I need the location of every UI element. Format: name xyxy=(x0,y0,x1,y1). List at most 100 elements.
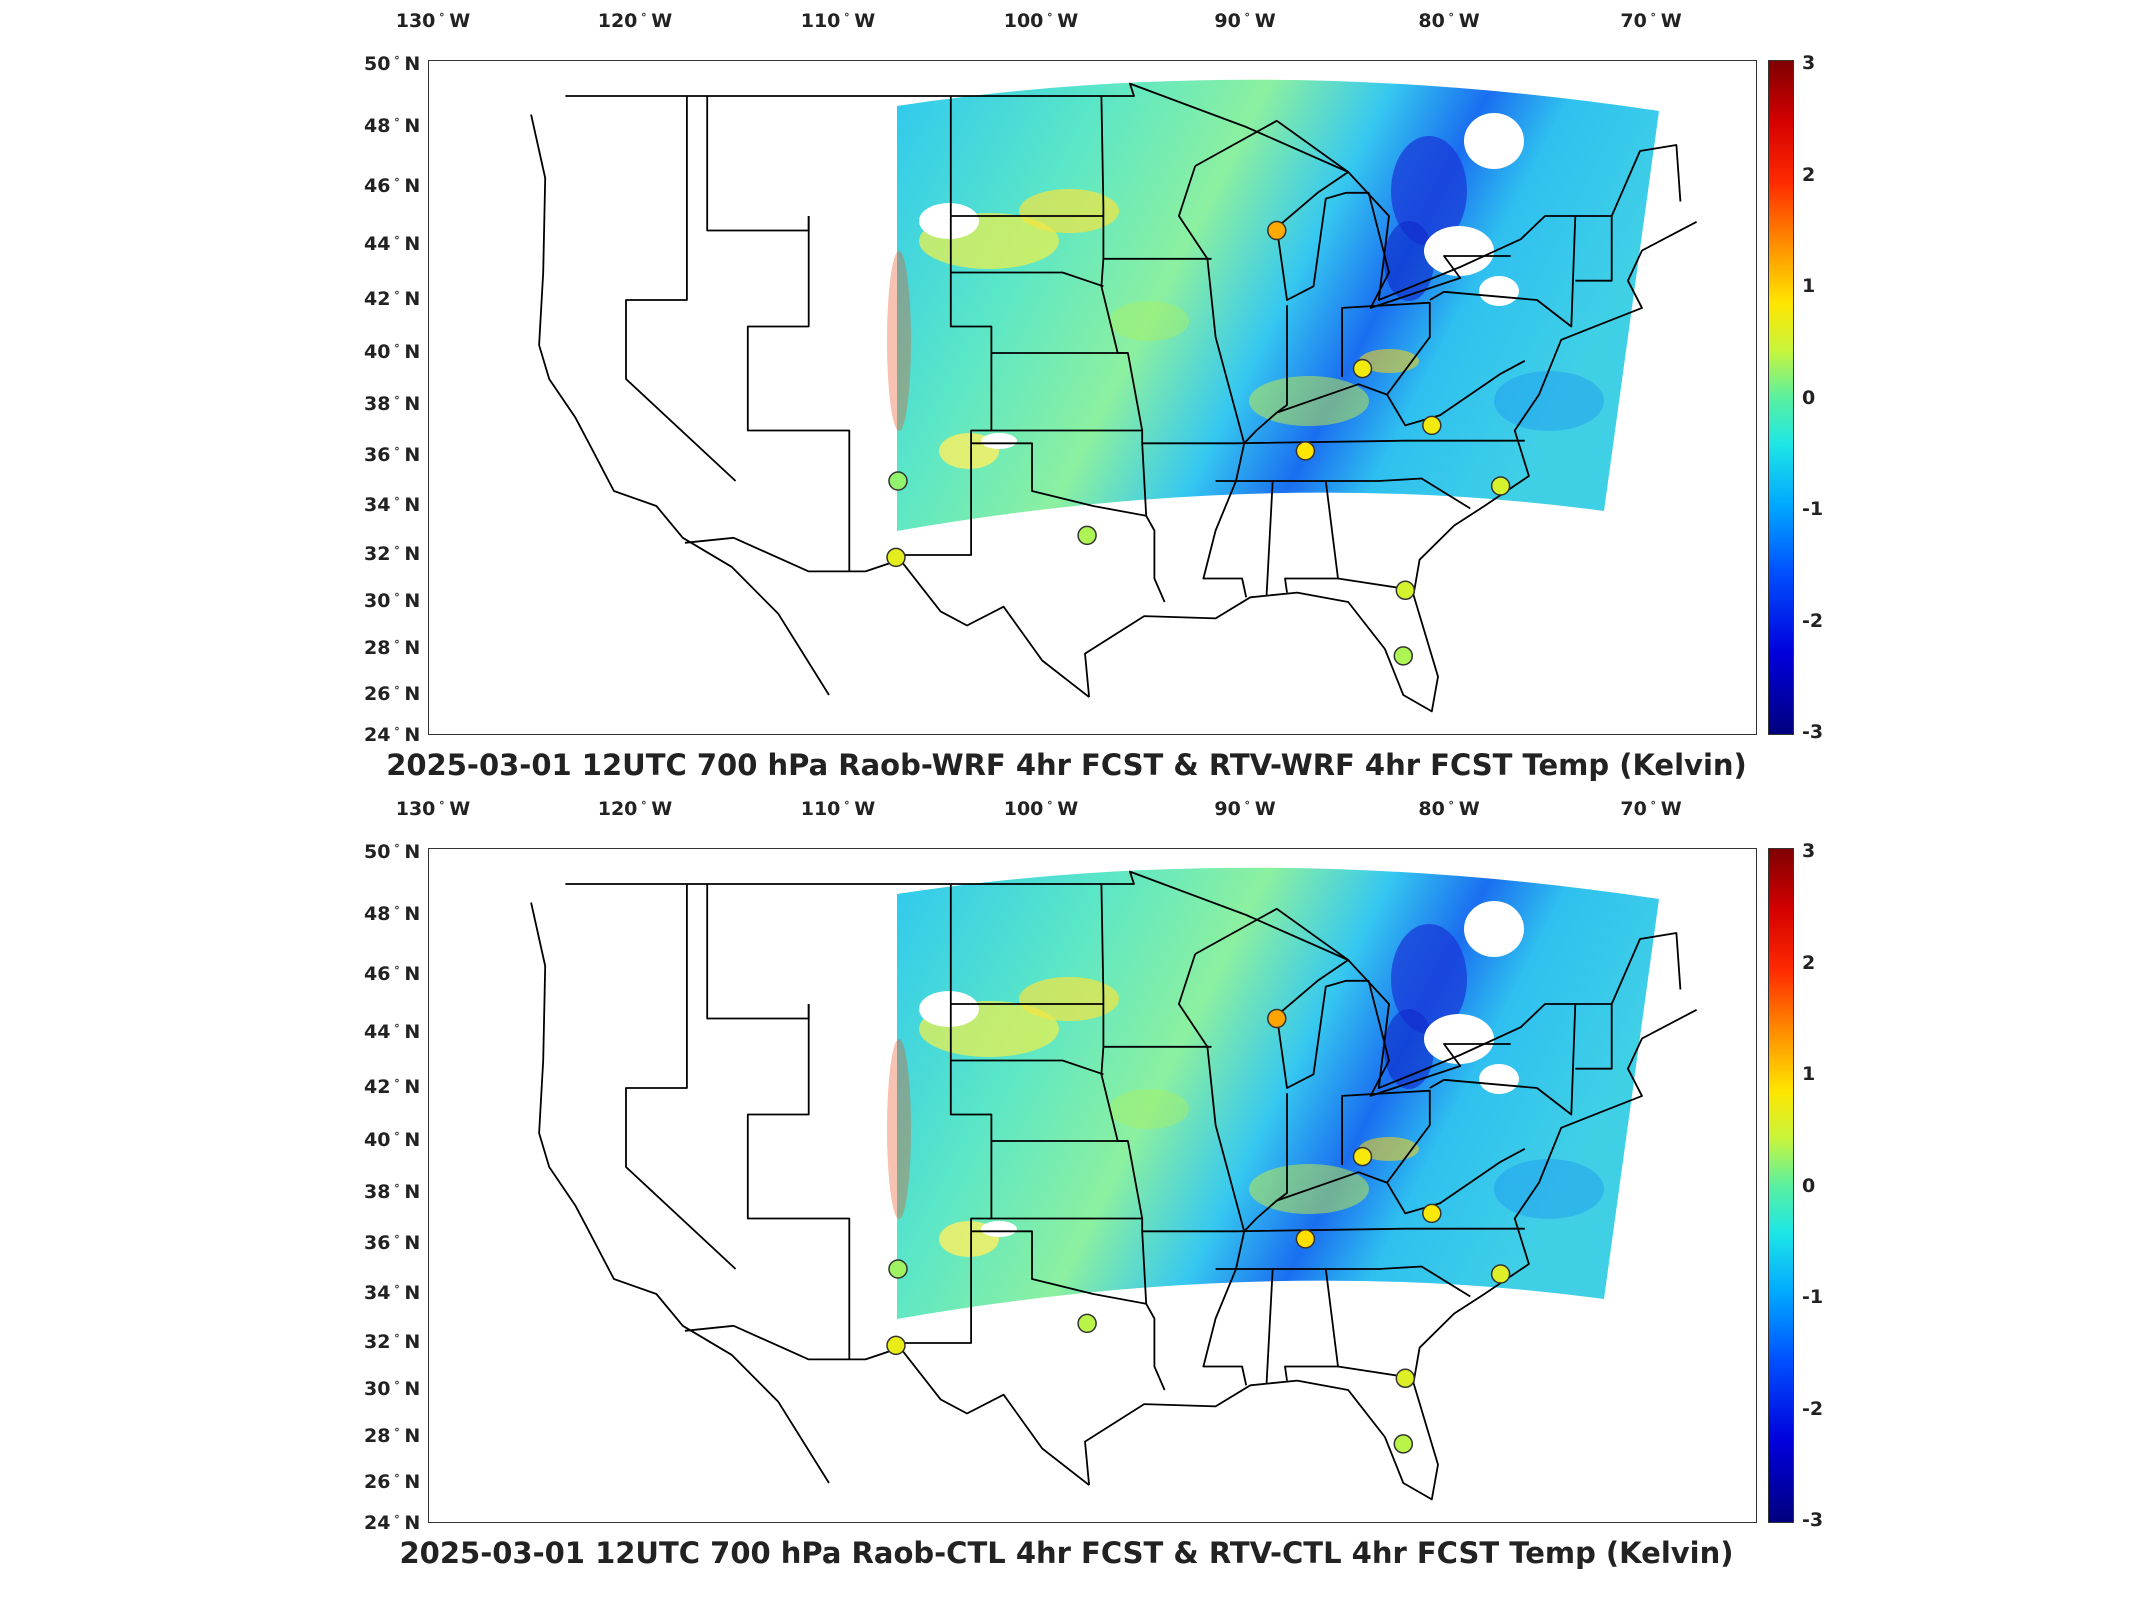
field-anomaly xyxy=(1109,1089,1189,1129)
raob-station-marker xyxy=(1352,1146,1373,1167)
longitude-hemisphere: W xyxy=(449,10,471,32)
raob-station-marker xyxy=(1393,646,1414,666)
field-anomaly xyxy=(1494,1159,1604,1219)
latitude-hemisphere: N xyxy=(404,1425,421,1447)
longitude-hemisphere: W xyxy=(1254,798,1276,820)
latitude-value: 40 xyxy=(364,1129,391,1151)
degree-symbol: ∘ xyxy=(393,839,401,852)
colorbar-tick-label: -3 xyxy=(1802,721,1824,743)
latitude-hemisphere: N xyxy=(404,288,421,310)
longitude-label: 120 ∘ W xyxy=(598,796,673,820)
degree-symbol: ∘ xyxy=(1046,796,1054,809)
colorbar-tick-label: 1 xyxy=(1802,1063,1816,1085)
longitude-value: 90 xyxy=(1214,10,1241,32)
latitude-hemisphere: N xyxy=(404,175,421,197)
boundary-line xyxy=(1575,1004,1613,1070)
colorbar-tick-label: 1 xyxy=(1802,275,1816,297)
degree-symbol: ∘ xyxy=(393,231,401,244)
degree-symbol: ∘ xyxy=(393,391,401,404)
latitude-value: 42 xyxy=(364,1076,391,1098)
degree-symbol: ∘ xyxy=(393,339,401,352)
longitude-value: 110 xyxy=(800,798,841,820)
longitude-hemisphere: W xyxy=(1057,798,1079,820)
latitude-label: 50 ∘ N xyxy=(364,51,420,75)
degree-symbol: ∘ xyxy=(393,1329,401,1342)
latitude-label: 34 ∘ N xyxy=(364,1280,421,1304)
degree-symbol: ∘ xyxy=(393,1230,401,1243)
boundary-line xyxy=(625,96,737,482)
field-anomaly xyxy=(1359,349,1419,373)
colorbar-tick-label: 0 xyxy=(1802,1174,1816,1197)
latitude-label: 46 ∘ N xyxy=(364,961,420,985)
boundary-line xyxy=(1215,477,1471,510)
longitude-label: 130 ∘ W xyxy=(396,8,471,32)
field-anomaly xyxy=(1391,924,1467,1034)
longitude-hemisphere: W xyxy=(1660,798,1682,820)
colorbar xyxy=(1768,60,1794,735)
longitude-value: 90 xyxy=(1214,798,1241,820)
raob-station-marker xyxy=(886,1335,906,1356)
longitude-hemisphere: W xyxy=(651,798,673,820)
missing-data xyxy=(1464,901,1524,957)
latitude-hemisphere: N xyxy=(404,233,421,255)
degree-symbol: ∘ xyxy=(640,796,648,809)
boundary-line xyxy=(1178,165,1246,444)
map-plot-area xyxy=(428,848,1757,1523)
longitude-label: 100 ∘ W xyxy=(1004,8,1079,32)
latitude-hemisphere: N xyxy=(404,903,421,925)
raob-station-marker xyxy=(1490,1264,1511,1284)
latitude-label: 26 ∘ N xyxy=(364,1469,420,1493)
degree-symbol: ∘ xyxy=(843,8,851,21)
degree-symbol: ∘ xyxy=(393,286,401,299)
latitude-label: 40 ∘ N xyxy=(364,1127,420,1151)
raob-station-marker xyxy=(1352,358,1373,379)
boundary-line xyxy=(1215,1265,1471,1298)
latitude-value: 34 xyxy=(364,1282,391,1304)
degree-symbol: ∘ xyxy=(393,635,401,648)
latitude-value: 28 xyxy=(364,1425,391,1447)
longitude-hemisphere: W xyxy=(1458,798,1480,820)
boundary-line xyxy=(565,870,1682,1089)
latitude-hemisphere: N xyxy=(404,1282,421,1304)
degree-symbol: ∘ xyxy=(1243,796,1251,809)
colorbar-tick-label: -3 xyxy=(1802,1509,1824,1531)
colorbar-tick-label: 2 xyxy=(1802,163,1816,186)
raob-station-marker xyxy=(1393,1434,1414,1454)
latitude-hemisphere: N xyxy=(404,543,421,565)
latitude-hemisphere: N xyxy=(404,494,421,516)
boundary-line xyxy=(1194,119,1511,309)
degree-symbol: ∘ xyxy=(393,1510,401,1523)
latitude-label: 36 ∘ N xyxy=(364,1230,420,1254)
latitude-hemisphere: N xyxy=(404,683,421,705)
latitude-label: 24 ∘ N xyxy=(364,722,420,746)
latitude-value: 38 xyxy=(364,393,391,415)
raob-station-marker xyxy=(1267,1008,1287,1029)
latitude-hemisphere: N xyxy=(404,444,421,466)
degree-symbol: ∘ xyxy=(1046,8,1054,21)
latitude-hemisphere: N xyxy=(404,115,421,137)
colorbar-tick-label: -2 xyxy=(1802,1397,1824,1420)
map-title: 2025-03-01 12UTC 700 hPa Raob-CTL 4hr FC… xyxy=(399,1536,1734,1570)
raob-station-marker xyxy=(1077,525,1097,546)
degree-symbol: ∘ xyxy=(393,541,401,554)
degree-symbol: ∘ xyxy=(393,1280,401,1293)
latitude-value: 26 xyxy=(364,1471,391,1493)
latitude-value: 34 xyxy=(364,494,391,516)
latitude-value: 32 xyxy=(364,543,391,565)
field-anomaly xyxy=(1384,221,1434,301)
degree-symbol: ∘ xyxy=(1447,8,1455,21)
degree-symbol: ∘ xyxy=(393,1179,401,1192)
map-svg xyxy=(530,79,1698,713)
boundary-line xyxy=(565,82,1682,301)
degree-symbol: ∘ xyxy=(393,442,401,455)
latitude-label: 28 ∘ N xyxy=(364,1423,421,1447)
missing-data xyxy=(1424,226,1494,276)
boundary-line xyxy=(1142,1227,1525,1233)
latitude-label: 38 ∘ N xyxy=(364,391,420,415)
latitude-value: 46 xyxy=(364,175,391,197)
latitude-label: 40 ∘ N xyxy=(364,339,420,363)
colorbar-tick-label: -1 xyxy=(1802,1286,1824,1308)
boundary-line xyxy=(1084,221,1698,713)
boundary-line xyxy=(530,902,830,1484)
field-anomaly xyxy=(887,1039,911,1219)
